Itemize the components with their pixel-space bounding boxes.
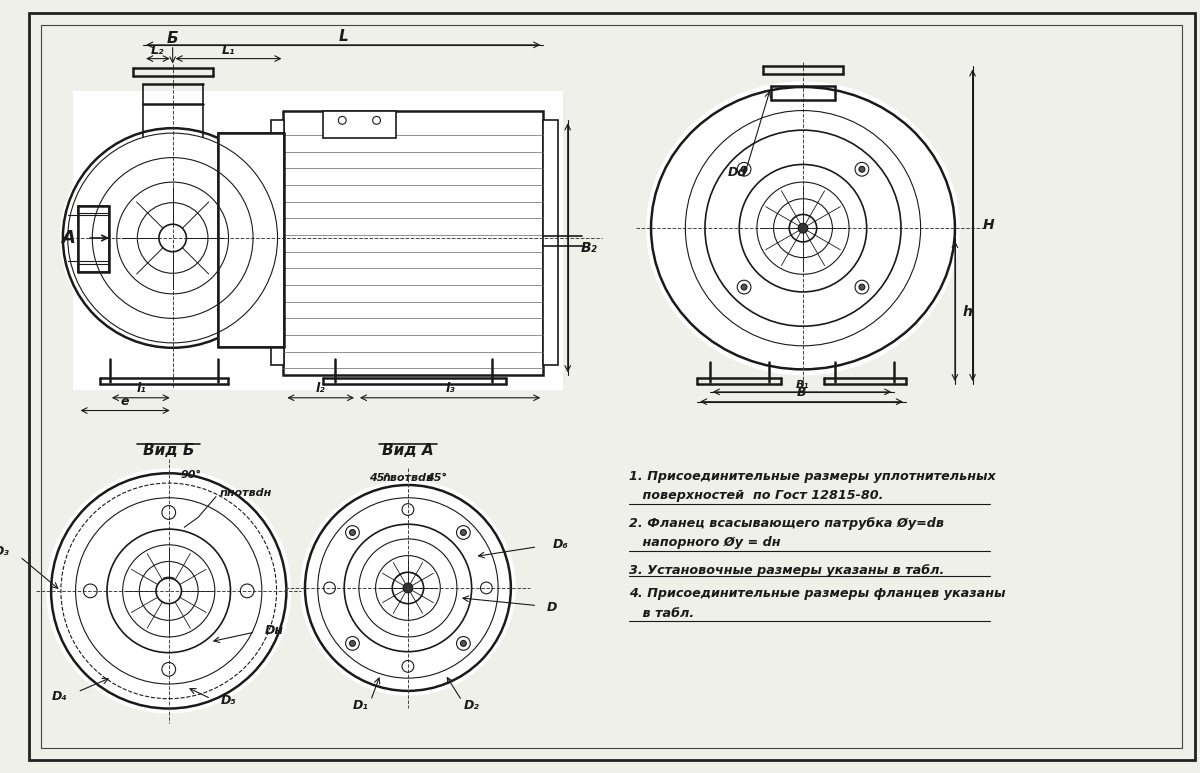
Circle shape bbox=[60, 125, 286, 351]
Circle shape bbox=[349, 641, 355, 646]
Text: D: D bbox=[547, 601, 558, 614]
Text: 3. Установочные размеры указаны в табл.: 3. Установочные размеры указаны в табл. bbox=[630, 564, 944, 577]
Text: Вид Б: Вид Б bbox=[143, 443, 194, 458]
Text: A: A bbox=[61, 229, 74, 247]
Text: B₂: B₂ bbox=[581, 240, 598, 255]
Circle shape bbox=[798, 223, 808, 233]
Circle shape bbox=[403, 583, 413, 593]
Text: B: B bbox=[797, 386, 805, 400]
Circle shape bbox=[300, 480, 516, 696]
Bar bbox=[323, 111, 396, 138]
Text: D₅: D₅ bbox=[221, 694, 236, 707]
Text: 45°: 45° bbox=[370, 473, 390, 483]
Text: L₁: L₁ bbox=[222, 44, 235, 57]
Text: напорного Øу = dн: напорного Øу = dн bbox=[630, 536, 781, 550]
Circle shape bbox=[742, 166, 748, 172]
Text: D₆: D₆ bbox=[553, 538, 569, 551]
Circle shape bbox=[62, 128, 282, 348]
Ellipse shape bbox=[646, 81, 960, 375]
Bar bbox=[217, 133, 284, 347]
Circle shape bbox=[47, 468, 292, 713]
Text: 1. Присоединительные размеры уплотнительных: 1. Присоединительные размеры уплотнитель… bbox=[630, 470, 996, 482]
Text: H: H bbox=[983, 218, 994, 232]
Circle shape bbox=[461, 530, 467, 536]
Text: 2. Фланец всасывающего патрубка Øу=dв: 2. Фланец всасывающего патрубка Øу=dв bbox=[630, 516, 944, 530]
Ellipse shape bbox=[652, 87, 955, 369]
Bar bbox=[78, 206, 109, 272]
Text: Dd: Dd bbox=[727, 165, 746, 179]
Circle shape bbox=[859, 284, 865, 290]
Text: l₂: l₂ bbox=[316, 383, 325, 396]
Text: в табл.: в табл. bbox=[630, 607, 695, 620]
Text: D₃: D₃ bbox=[0, 545, 10, 558]
Text: 4. Присоединительные размеры фланцев указаны: 4. Присоединительные размеры фланцев ука… bbox=[630, 587, 1006, 601]
Text: D₂: D₂ bbox=[463, 699, 480, 712]
Text: поверхностей  по Гост 12815-80.: поверхностей по Гост 12815-80. bbox=[630, 489, 884, 502]
Text: 90°: 90° bbox=[180, 470, 202, 480]
Text: h: h bbox=[962, 305, 973, 318]
Text: D₄: D₄ bbox=[52, 690, 67, 703]
Text: Dн: Dн bbox=[265, 624, 284, 637]
Text: B₁: B₁ bbox=[796, 380, 809, 390]
Text: 45°: 45° bbox=[426, 473, 446, 483]
Text: D₁: D₁ bbox=[353, 699, 368, 712]
Circle shape bbox=[461, 641, 467, 646]
Bar bbox=[283, 111, 544, 375]
Text: nвотвdв: nвотвdв bbox=[383, 473, 433, 483]
Bar bbox=[271, 121, 284, 366]
Text: Б: Б bbox=[167, 32, 179, 46]
Text: l₁: l₁ bbox=[137, 383, 146, 396]
Circle shape bbox=[742, 284, 748, 290]
Text: L₂: L₂ bbox=[151, 44, 164, 57]
Text: nнотвdн: nнотвdн bbox=[220, 488, 272, 498]
Text: l₃: l₃ bbox=[445, 383, 455, 396]
Text: e: e bbox=[120, 395, 128, 408]
Text: L: L bbox=[338, 29, 348, 43]
Circle shape bbox=[349, 530, 355, 536]
Bar bbox=[544, 121, 558, 366]
Circle shape bbox=[859, 166, 865, 172]
Bar bbox=[73, 91, 563, 390]
Text: Вид A: Вид A bbox=[382, 443, 433, 458]
